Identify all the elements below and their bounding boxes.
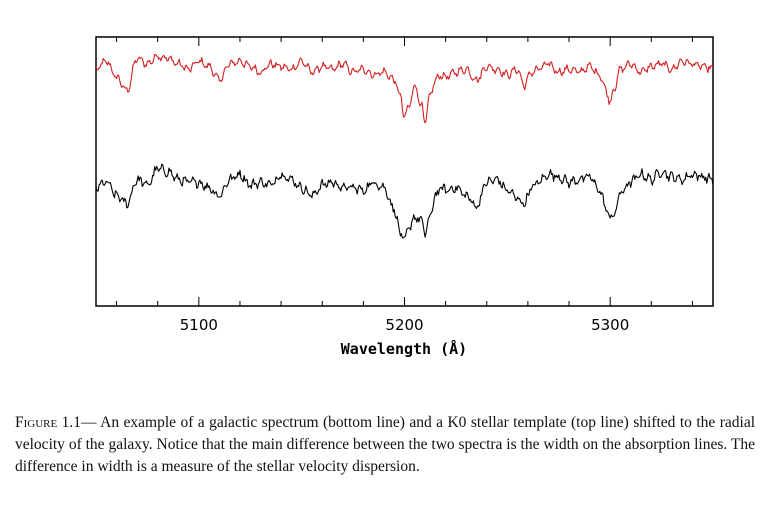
x-tick-label: 5100 — [180, 316, 218, 334]
template-spectrum-line — [95, 53, 714, 124]
spectrum-chart: 5100 5200 5300 Wavelength (Å) — [95, 36, 714, 358]
x-axis-label: Wavelength (Å) — [341, 339, 467, 358]
caption-dash: — — [81, 414, 97, 431]
major-ticks — [198, 37, 611, 306]
x-tick-label: 5300 — [591, 316, 629, 334]
figure-label: Figure 1.1 — [15, 414, 82, 431]
galaxy-spectrum-line — [95, 163, 714, 239]
x-tick-label: 5200 — [385, 316, 423, 334]
minor-ticks — [116, 37, 693, 306]
tick-labels: 5100 5200 5300 — [180, 316, 630, 334]
figure-caption: Figure 1.1— An example of a galactic spe… — [15, 412, 755, 478]
caption-text: An example of a galactic spectrum (botto… — [15, 414, 756, 475]
plot-frame — [95, 36, 714, 307]
spectrum-lines — [95, 53, 714, 239]
